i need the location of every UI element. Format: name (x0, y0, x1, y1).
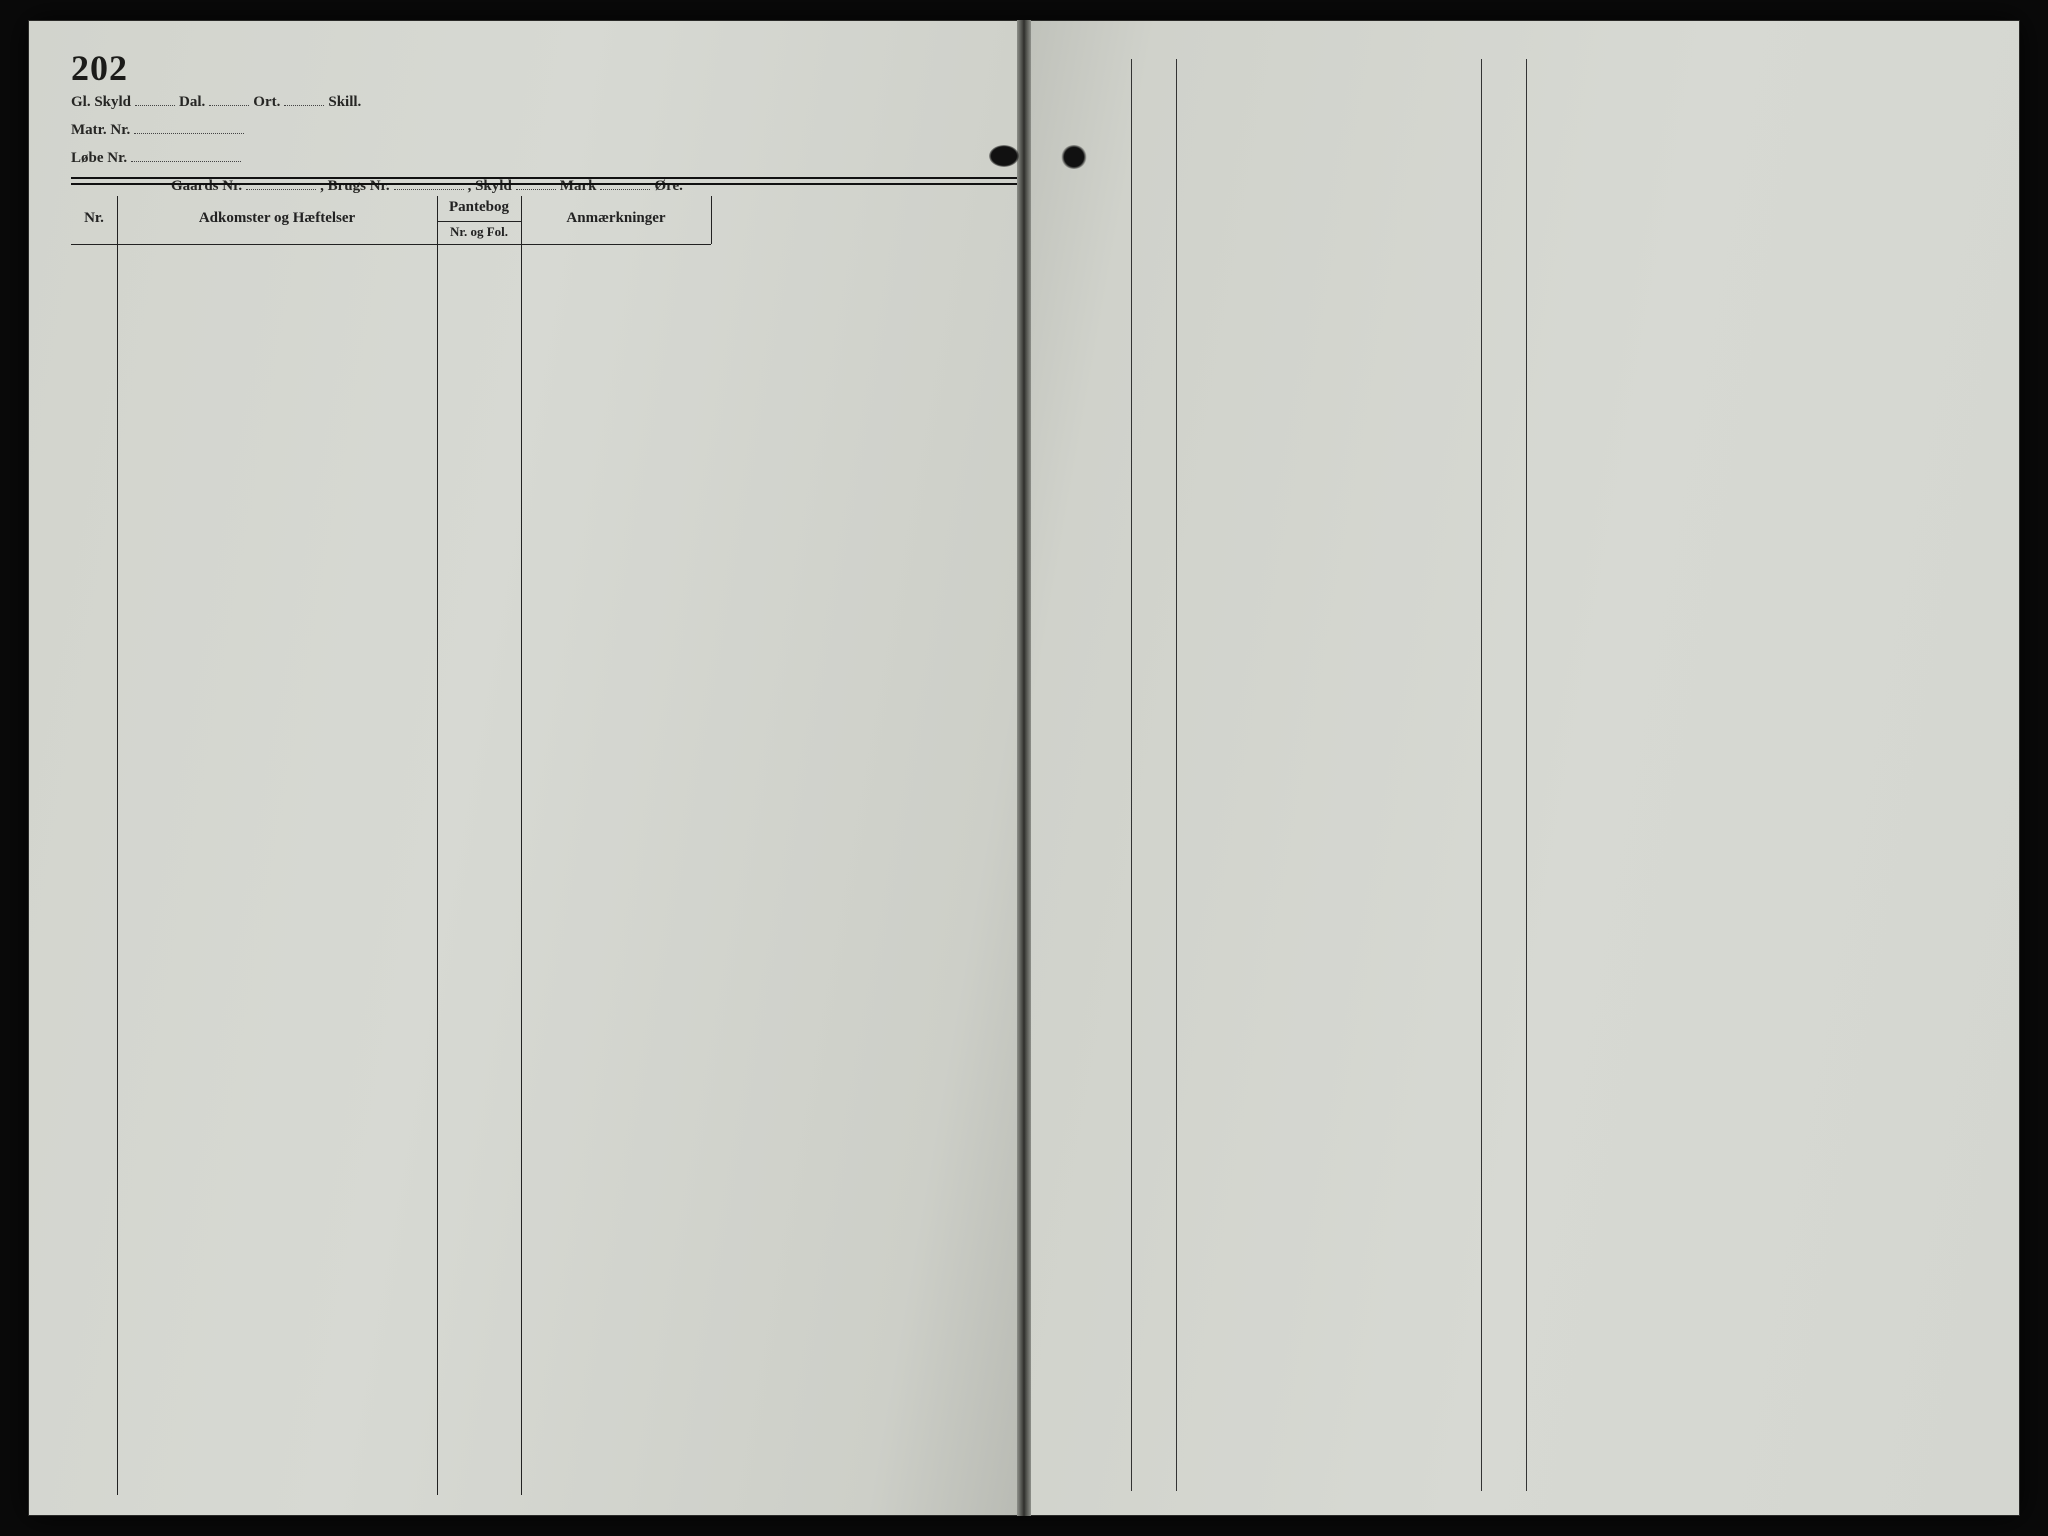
left-page: 202 Gl. Skyld Dal. Ort. Skill. Matr. Nr.… (28, 20, 1017, 1516)
double-rule (71, 177, 1017, 185)
col-header-pantebog-sub: Nr. og Fol. (437, 224, 521, 240)
col-rule (1526, 59, 1527, 1491)
label-lobe-nr: Løbe Nr. (71, 150, 127, 166)
col-header-pantebog: Pantebog (437, 199, 521, 216)
binding-hole-icon (989, 145, 1019, 167)
ledger-table: Nr. Adkomster og Hæftelser Pantebog Nr. … (71, 196, 1017, 1495)
label-ort: Ort. (253, 94, 280, 110)
header-block: Gl. Skyld Dal. Ort. Skill. Matr. Nr. Løb… (71, 93, 1017, 205)
binding-hole-icon (1061, 145, 1087, 169)
col-rule (1481, 59, 1482, 1491)
header-row-matr: Matr. Nr. (71, 121, 1017, 139)
header-row-lobe: Løbe Nr. (71, 149, 1017, 167)
col-rule (117, 196, 118, 1495)
book-gutter (1017, 20, 1031, 1516)
header-subrule (437, 221, 521, 222)
page-number: 202 (71, 47, 128, 89)
label-matr-nr: Matr. Nr. (71, 122, 130, 138)
header-row-skyld: Gl. Skyld Dal. Ort. Skill. (71, 93, 1017, 111)
col-header-nr: Nr. (71, 210, 117, 227)
col-header-adkomster: Adkomster og Hæftelser (117, 210, 437, 227)
label-skill: Skill. (328, 94, 361, 110)
col-rule (437, 196, 438, 1495)
blank-field (284, 96, 324, 106)
blank-field (209, 96, 249, 106)
col-rule (521, 196, 522, 1495)
col-rule (1176, 59, 1177, 1491)
col-header-anm: Anmærkninger (521, 210, 711, 227)
right-page (1031, 20, 2020, 1516)
ledger-book: 202 Gl. Skyld Dal. Ort. Skill. Matr. Nr.… (28, 20, 2020, 1516)
col-rule-short (711, 196, 712, 244)
col-rule (1131, 59, 1132, 1491)
header-rule (71, 244, 711, 245)
blank-field (131, 152, 241, 162)
label-gl-skyld: Gl. Skyld (71, 94, 131, 110)
label-dal: Dal. (179, 94, 205, 110)
blank-field (135, 96, 175, 106)
blank-field (134, 124, 244, 134)
